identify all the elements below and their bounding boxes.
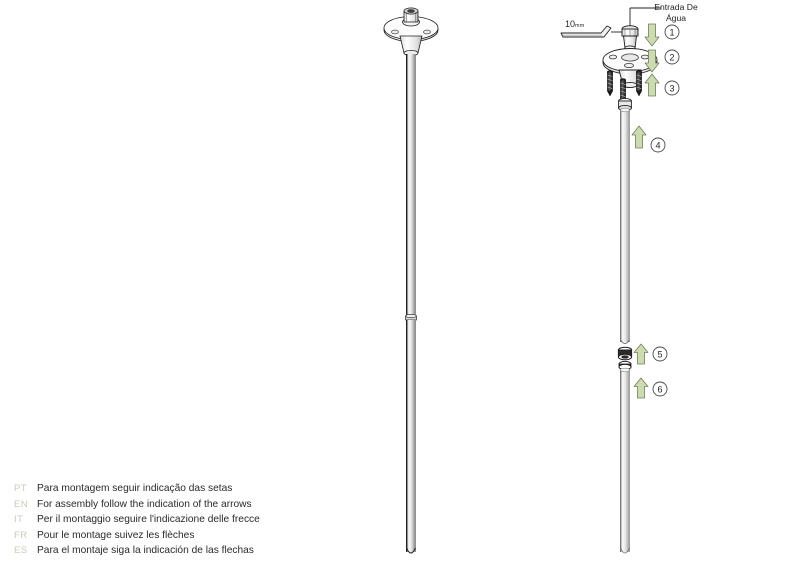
hex-key-illustration <box>560 25 612 38</box>
legend-code-en: EN <box>14 498 28 510</box>
legend-text-en: For assembly follow the indication of th… <box>37 498 252 510</box>
callout-2-number: 2 <box>669 53 674 63</box>
upper-tube-part <box>618 97 632 344</box>
multilingual-legend: PT Para montagem seguir indicação das se… <box>14 481 344 559</box>
callout-3-arrow-up <box>644 73 660 97</box>
legend-text-pt: Para montagem seguir indicação das setas <box>37 483 233 494</box>
legend-code-pt: PT <box>14 483 27 494</box>
legend-row-en: EN For assembly follow the indication of… <box>14 497 344 513</box>
callout-5-number: 5 <box>657 350 662 360</box>
callout-4-bubble: 4 <box>650 137 666 153</box>
legend-code-es: ES <box>14 545 28 557</box>
callout-2-bubble: 2 <box>664 49 680 65</box>
callout-3-bubble: 3 <box>664 80 680 96</box>
legend-text-it: Per il montaggio seguire l'indicazione d… <box>37 514 260 526</box>
callout-6-number: 6 <box>657 385 662 395</box>
callout-1-arrow-down <box>644 23 660 47</box>
hex-key-size-label: 10mm <box>565 19 584 29</box>
legend-code-fr: FR <box>14 529 28 541</box>
lower-tube-part <box>620 367 630 554</box>
legend-row-pt: PT Para montagem seguir indicação das se… <box>14 481 344 497</box>
callout-1-bubble: 1 <box>664 24 680 40</box>
screws-and-anchors-part <box>606 70 643 105</box>
legend-row-it: IT Per il montaggio seguire l'indicazion… <box>14 512 344 528</box>
water-inlet-label: Entrada De Água <box>643 2 709 23</box>
assembled-unit-illustration <box>383 7 439 554</box>
legend-row-fr: FR Pour le montage suivez les flèches <box>14 528 344 544</box>
hex-key-size-value: 10 <box>565 19 576 29</box>
callout-4-number: 4 <box>655 141 660 151</box>
coupling-ring-part <box>617 346 633 371</box>
callout-3-number: 3 <box>669 84 674 94</box>
hex-key-size-unit: mm <box>575 23 585 29</box>
callout-4-arrow-up <box>631 125 647 149</box>
callout-1-number: 1 <box>669 28 674 38</box>
legend-code-it: IT <box>14 514 24 526</box>
legend-row-es: ES Para el montaje siga la indicación de… <box>14 543 344 559</box>
callout-6-arrow-up <box>633 377 649 399</box>
legend-text-es: Para el montaje siga la indicación de la… <box>37 545 254 557</box>
inlet-fitting-part <box>621 25 639 51</box>
water-inlet-label-line1: Entrada De <box>654 2 698 12</box>
callout-6-bubble: 6 <box>652 381 668 397</box>
ceiling-flange-part <box>602 48 658 89</box>
callout-5-arrow-up <box>633 343 649 365</box>
callout-2-arrow-down <box>644 49 660 73</box>
legend-text-fr: Pour le montage suivez les flèches <box>37 529 195 541</box>
water-inlet-label-line2: Água <box>665 12 687 23</box>
callout-5-bubble: 5 <box>652 346 668 362</box>
